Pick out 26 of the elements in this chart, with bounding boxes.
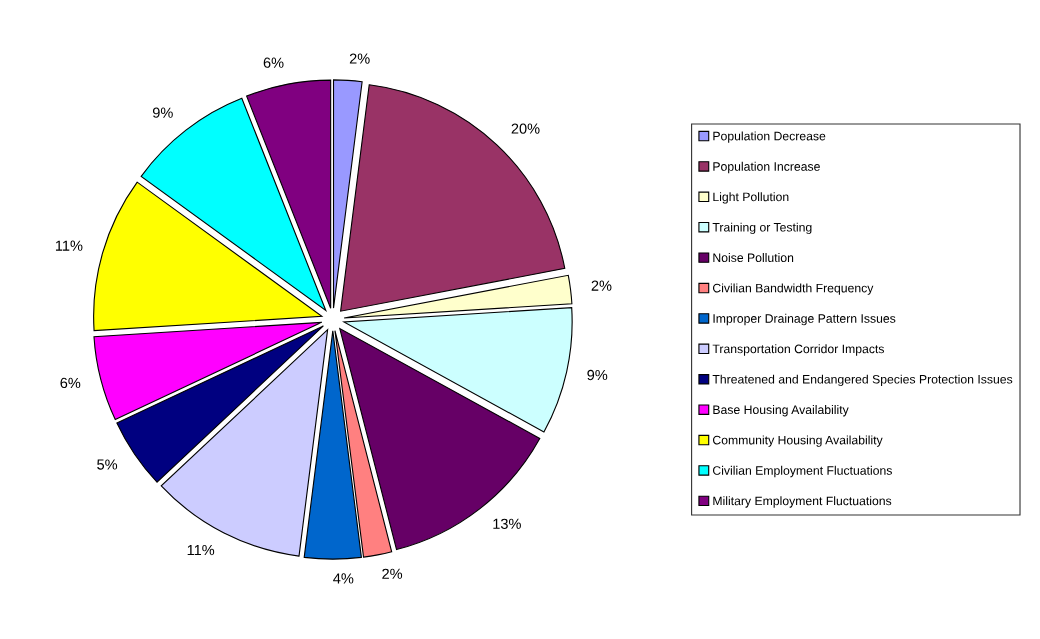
data-label: 13% <box>493 518 521 529</box>
data-label: 2% <box>349 53 370 64</box>
legend-label: Transportation Corridor Impacts <box>712 344 885 356</box>
legend-label: Military Employment Fluctuations <box>713 496 892 508</box>
data-label: 9% <box>152 107 173 118</box>
legend-label: Light Pollution <box>713 192 789 204</box>
legend-label: Civilian Bandwidth Frequency <box>713 283 874 295</box>
data-label: 11% <box>187 544 215 556</box>
data-label: 9% <box>587 369 608 381</box>
data-label: 6% <box>263 57 284 68</box>
data-label: 5% <box>97 459 118 470</box>
legend-label: Training or Testing <box>712 222 812 235</box>
legend-label: Community Housing Availability <box>713 435 883 447</box>
legend-label: Civilian Employment Fluctuations <box>713 465 892 478</box>
data-label: 2% <box>382 568 403 579</box>
legend-label: Population Decrease <box>713 131 826 143</box>
legend-label: Improper Drainage Pattern Issues <box>713 313 896 326</box>
data-label: 4% <box>333 573 354 584</box>
data-label: 2% <box>591 280 612 291</box>
data-label: 20% <box>511 123 540 134</box>
legend-label: Base Housing Availability <box>713 405 849 417</box>
legend-label: Threatened and Endangered Species Protection Issues <box>712 374 1013 387</box>
legend-label: Population Increase <box>713 161 820 174</box>
legend-label: Noise Pollution <box>713 253 794 263</box>
data-label: 11% <box>55 240 83 251</box>
data-label: 6% <box>60 377 81 389</box>
